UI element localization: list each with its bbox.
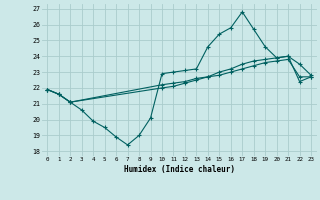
X-axis label: Humidex (Indice chaleur): Humidex (Indice chaleur) bbox=[124, 165, 235, 174]
